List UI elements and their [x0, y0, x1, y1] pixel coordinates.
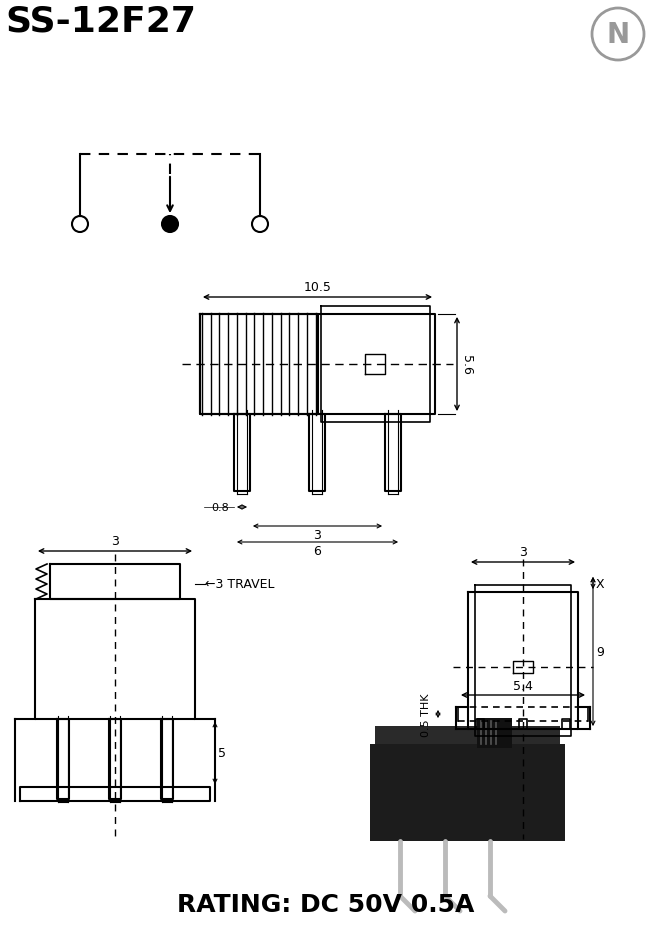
Text: 5.4: 5.4	[513, 680, 533, 693]
Text: N: N	[606, 21, 630, 49]
Text: 0.8: 0.8	[211, 503, 229, 512]
Text: 10.5: 10.5	[304, 281, 331, 294]
Text: X: X	[596, 577, 604, 590]
Circle shape	[162, 217, 178, 233]
Bar	[477, 718, 512, 748]
Text: 6: 6	[314, 545, 321, 558]
Bar	[370, 744, 565, 841]
Text: 3: 3	[314, 529, 321, 541]
Text: RATING: DC 50V 0.5A: RATING: DC 50V 0.5A	[177, 892, 475, 916]
Text: 3: 3	[111, 534, 119, 548]
Text: 0.5 THK: 0.5 THK	[421, 693, 431, 736]
Text: SS-12F27: SS-12F27	[5, 5, 196, 39]
Text: ←3 TRAVEL: ←3 TRAVEL	[205, 578, 274, 591]
Text: 5: 5	[218, 747, 226, 760]
Text: 5.6: 5.6	[460, 355, 473, 374]
Text: 3: 3	[519, 546, 527, 559]
Text: 9: 9	[596, 645, 604, 658]
Bar	[375, 725, 560, 744]
